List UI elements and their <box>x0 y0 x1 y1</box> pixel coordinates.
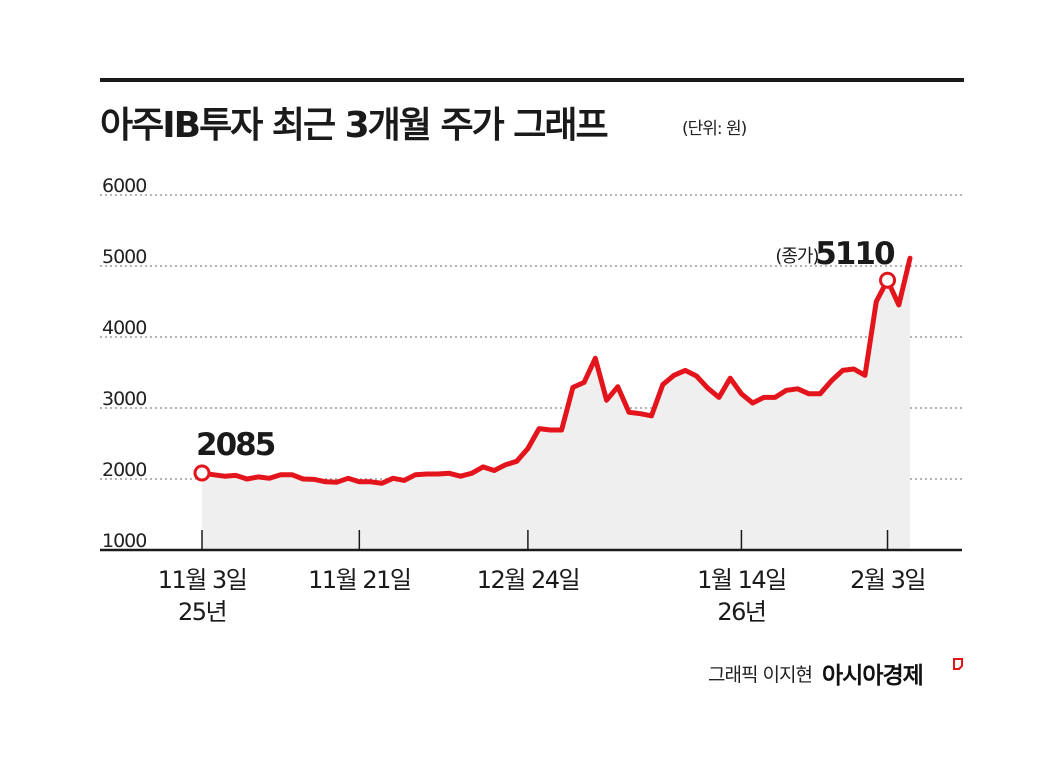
x-axis <box>100 530 962 552</box>
chart-title: 아주IB투자 최근 3개월 주가 그래프 <box>100 105 609 146</box>
graphic-credit: 그래픽 이지현 <box>708 664 813 686</box>
y-tick-label: 3000 <box>102 388 146 410</box>
x-tick-label: 2월 3일 <box>850 566 925 594</box>
area-fill <box>202 258 910 550</box>
y-tick-label: 1000 <box>102 530 146 552</box>
x-tick-sublabel: 26년 <box>717 598 765 626</box>
x-tick-label: 12월 24일 <box>477 566 579 594</box>
price-line <box>199 255 913 486</box>
x-tick-label: 11월 3일 <box>158 566 247 594</box>
brand-mark-icon <box>953 658 963 670</box>
y-tick-label: 5000 <box>102 246 146 268</box>
annotation-value: 2085 <box>196 427 275 463</box>
brand-logo: 아시아경제 <box>822 663 924 689</box>
y-tick-label: 6000 <box>102 175 146 197</box>
annotations: 2085 (종가)5110 <box>196 236 897 463</box>
data-point-marker <box>193 464 211 482</box>
y-tick-labels: 1000 2000 3000 4000 5000 6000 <box>102 175 147 552</box>
annotation-value: 5110 <box>815 236 895 272</box>
top-rule <box>100 78 964 82</box>
data-point-marker <box>879 271 897 289</box>
markers <box>193 271 897 482</box>
x-tick-sublabel: 25년 <box>178 598 226 626</box>
x-tick-label: 1월 14일 <box>697 566 786 594</box>
y-tick-label: 4000 <box>102 317 146 339</box>
y-tick-label: 2000 <box>102 459 146 481</box>
unit-label: (단위: 원) <box>682 119 747 139</box>
x-tick-labels: 11월 3일 25년 11월 21일 12월 24일 1월 14일 26년 2월 3일 <box>158 566 927 626</box>
annotation-prefix: (종가) <box>775 246 818 267</box>
x-tick-label: 11월 21일 <box>308 566 410 594</box>
